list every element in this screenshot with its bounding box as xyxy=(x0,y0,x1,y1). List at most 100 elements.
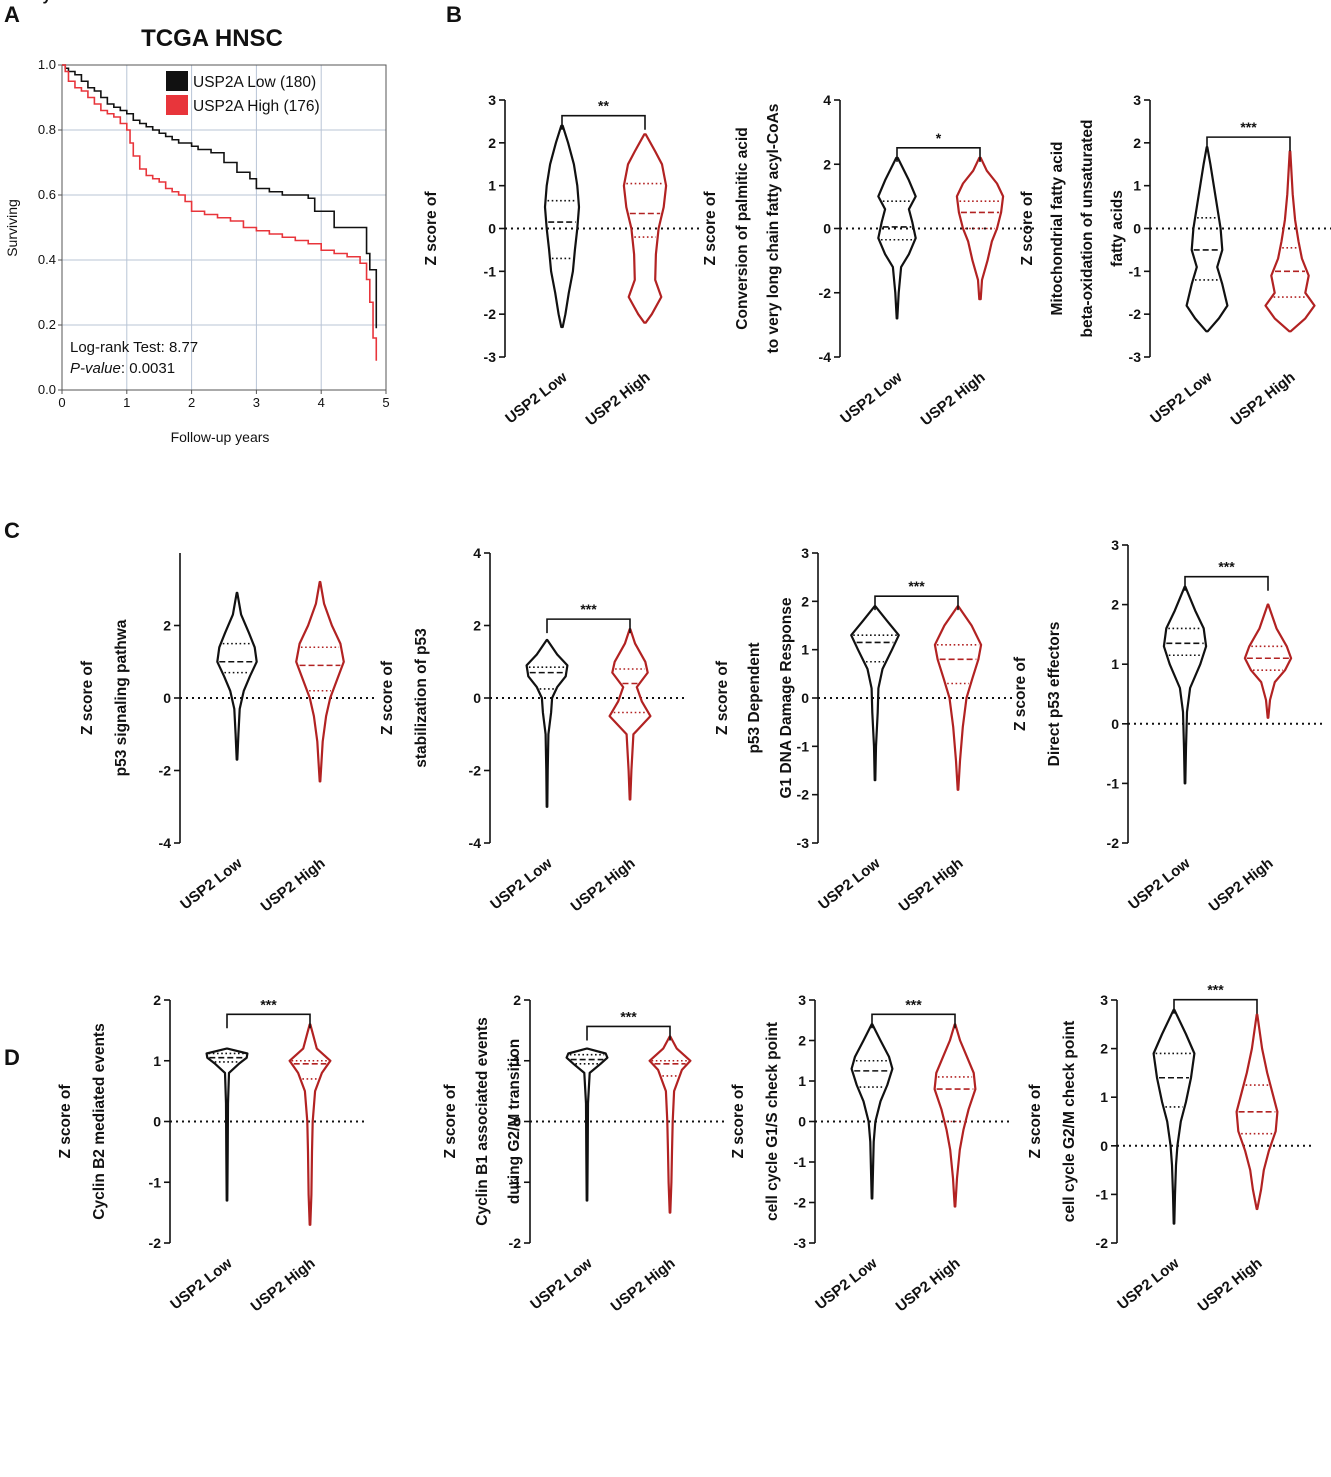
km-pvalue-label: P-value xyxy=(70,360,121,377)
violin-high xyxy=(608,628,652,801)
y-tick-label: -1 xyxy=(1129,263,1142,279)
violin-chart-c3: -3 -2 -1 0 1 2 3 Z score of p53 Dependent G1 DNA … xyxy=(714,545,1013,915)
violin-chart-b3: -3 -2 -1 0 1 2 3 Z score of Mitochondrial fatty … xyxy=(1019,92,1331,429)
y-tick-label: -2 xyxy=(484,306,497,322)
y-axis-label-line: Cyclin B1 associated events xyxy=(474,1017,491,1226)
y-tick-label: 1 xyxy=(798,1073,806,1089)
y-axis-label-line: Conversion of palmitic acid xyxy=(734,127,751,329)
km-ytick-label: 0.8 xyxy=(38,122,56,137)
y-tick-label: -3 xyxy=(794,1235,807,1251)
km-logrank: Log-rank Test: 8.77 xyxy=(70,339,198,356)
violin-high xyxy=(622,133,668,324)
y-tick-label: 0 xyxy=(153,1114,161,1130)
violin-low xyxy=(1152,1008,1196,1225)
km-ytick-label: 0.0 xyxy=(38,382,56,397)
y-tick-label: 0 xyxy=(488,221,496,237)
y-tick-label: -2 xyxy=(509,1235,522,1251)
x-category-label: USP2 Low xyxy=(837,369,906,428)
y-tick-label: -2 xyxy=(819,285,832,301)
y-tick-label: 0 xyxy=(513,1114,521,1130)
km-ticks: 0 1 2 3 4 5 0.0 0.2 0.4 0.6 0.8 1.0 xyxy=(38,57,390,410)
y-tick-label: -1 xyxy=(797,738,810,754)
y-tick-label: 3 xyxy=(798,992,806,1008)
km-xtick-label: 5 xyxy=(382,395,389,410)
violin-high xyxy=(1235,1013,1279,1211)
y-axis-label-line: Z score of xyxy=(79,660,96,735)
y-axis-label-line: Z score of xyxy=(423,191,440,266)
significance-bracket xyxy=(586,1025,671,1041)
km-legend-high: USP2A High (176) xyxy=(193,98,320,115)
y-axis-label-line: Z score of xyxy=(1019,191,1036,266)
significance-stars: ** xyxy=(598,98,609,114)
panel-letter-d: D xyxy=(4,1045,20,1070)
x-category-label: USP2 Low xyxy=(167,1255,236,1314)
y-axis-label-line: fatty acids xyxy=(1109,190,1126,267)
y-tick-label: 4 xyxy=(823,92,831,108)
significance-stars: *** xyxy=(580,601,597,617)
x-category-label: USP2 High xyxy=(896,855,967,916)
y-axis-label-line: Z score of xyxy=(1012,656,1029,731)
km-title: TCGA HNSC xyxy=(141,25,283,52)
y-tick-label: -1 xyxy=(509,1174,522,1190)
violin-low xyxy=(850,605,900,782)
violin-chart-d1: -2 -1 0 1 2 Z score of Cyclin B2 mediated even… xyxy=(57,992,365,1315)
y-tick-label: 2 xyxy=(1133,135,1141,151)
violin-low xyxy=(525,638,569,808)
km-survival-chart: TCGA HNSC 0 1 2 3 4 5 0.0 0.2 0.4 0.6 0.8 1.0 USP2A… xyxy=(4,25,390,445)
km-pvalue: P-value: 0.0031 xyxy=(70,360,175,377)
significance-stars: *** xyxy=(1240,119,1257,135)
x-category-label: USP2 High xyxy=(918,369,989,430)
significance-bracket xyxy=(896,147,981,162)
y-tick-label: -1 xyxy=(1107,775,1120,791)
km-line-low xyxy=(62,64,378,329)
y-tick-label: 2 xyxy=(153,992,161,1008)
x-category-label: USP2 Low xyxy=(527,1255,596,1314)
x-category-label: USP2 Low xyxy=(1125,855,1194,914)
y-tick-label: 3 xyxy=(1100,992,1108,1008)
violin-low xyxy=(850,1023,894,1200)
km-plot-frame xyxy=(61,64,387,391)
violin-low xyxy=(877,156,917,320)
y-tick-label: -4 xyxy=(159,835,172,851)
panel-letter-a: A xyxy=(4,2,20,27)
violin-low xyxy=(216,591,258,761)
y-tick-label: 2 xyxy=(513,992,521,1008)
y-tick-label: 0 xyxy=(163,690,171,706)
violin-high xyxy=(295,580,345,783)
y-tick-label: 4 xyxy=(473,545,481,561)
significance-stars: *** xyxy=(905,996,922,1012)
km-ylabel: Surviving xyxy=(4,199,20,257)
x-category-label: USP2 High xyxy=(248,1255,319,1316)
violin-chart-c2: -4 -2 0 2 4 Z score of stabilization of p53 ***… xyxy=(379,545,685,915)
y-tick-label: -2 xyxy=(149,1235,162,1251)
violin-high xyxy=(1243,603,1293,719)
significance-bracket xyxy=(1173,998,1258,1014)
y-axis-label-line: Cyclin B2 mediated events xyxy=(91,1023,108,1219)
y-tick-label: 2 xyxy=(488,135,496,151)
y-tick-label: 0 xyxy=(798,1114,806,1130)
y-tick-label: -3 xyxy=(797,835,810,851)
y-tick-label: -2 xyxy=(469,763,482,779)
violin-chart-b2: -4 -2 0 2 4 Z score of Conversion of palmitic … xyxy=(702,92,1035,429)
y-tick-label: 0 xyxy=(1111,716,1119,732)
y-tick-label: -2 xyxy=(794,1195,807,1211)
y-tick-label: -3 xyxy=(1129,349,1142,365)
y-tick-label: 3 xyxy=(488,92,496,108)
km-ytick-label: 0.6 xyxy=(38,187,56,202)
violin-low xyxy=(1162,585,1208,785)
y-tick-label: 0 xyxy=(1100,1138,1108,1154)
significance-stars: *** xyxy=(620,1008,637,1024)
violin-chart-d3: -3 -2 -1 0 1 2 3 Z score of cell cycle G1/S chec… xyxy=(730,992,1010,1315)
y-axis-label-line: Z score of xyxy=(442,1084,459,1159)
km-xtick-label: 4 xyxy=(318,395,325,410)
significance-bracket xyxy=(546,618,631,634)
violin-high xyxy=(648,1035,692,1214)
y-axis-label-line: Z score of xyxy=(714,660,731,735)
km-ytick-label: 0.4 xyxy=(38,252,56,267)
y-axis-label-line: during G2/M transition xyxy=(506,1039,523,1204)
violin-low xyxy=(543,124,581,329)
km-line-high xyxy=(62,64,378,361)
x-category-label: USP2 Low xyxy=(502,369,571,428)
y-tick-label: 3 xyxy=(1133,92,1141,108)
